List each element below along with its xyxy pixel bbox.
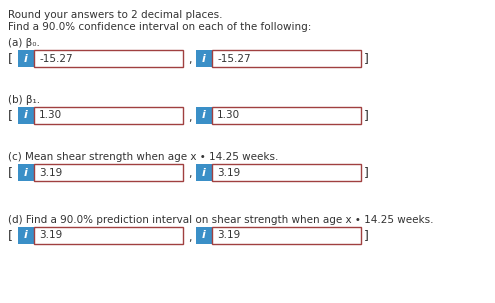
Text: Round your answers to 2 decimal places.: Round your answers to 2 decimal places. <box>8 10 222 20</box>
FancyBboxPatch shape <box>34 227 183 244</box>
Text: i: i <box>24 168 28 178</box>
Text: ]: ] <box>364 109 369 122</box>
Text: (c) Mean shear strength when age x • 14.25 weeks.: (c) Mean shear strength when age x • 14.… <box>8 152 278 162</box>
Text: ,: , <box>188 232 192 242</box>
Text: i: i <box>202 168 206 178</box>
Text: [: [ <box>8 166 13 179</box>
FancyBboxPatch shape <box>212 107 361 124</box>
Text: 1.30: 1.30 <box>39 111 62 121</box>
FancyBboxPatch shape <box>18 50 34 67</box>
Text: 3.19: 3.19 <box>217 231 240 241</box>
FancyBboxPatch shape <box>34 50 183 67</box>
Text: ]: ] <box>364 229 369 242</box>
FancyBboxPatch shape <box>34 164 183 181</box>
Text: 3.19: 3.19 <box>39 168 62 178</box>
Text: ]: ] <box>364 166 369 179</box>
Text: i: i <box>202 111 206 121</box>
FancyBboxPatch shape <box>196 164 212 181</box>
FancyBboxPatch shape <box>212 164 361 181</box>
Text: ,: , <box>188 169 192 179</box>
Text: 1.30: 1.30 <box>217 111 240 121</box>
Text: ,: , <box>188 112 192 122</box>
Text: i: i <box>202 54 206 64</box>
FancyBboxPatch shape <box>18 164 34 181</box>
Text: Find a 90.0% confidence interval on each of the following:: Find a 90.0% confidence interval on each… <box>8 22 311 32</box>
Text: ]: ] <box>364 52 369 65</box>
Text: -15.27: -15.27 <box>217 54 250 64</box>
Text: 3.19: 3.19 <box>39 231 62 241</box>
Text: (d) Find a 90.0% prediction interval on shear strength when age x • 14.25 weeks.: (d) Find a 90.0% prediction interval on … <box>8 215 434 225</box>
Text: -15.27: -15.27 <box>39 54 73 64</box>
FancyBboxPatch shape <box>212 50 361 67</box>
Text: (b) β₁.: (b) β₁. <box>8 95 40 105</box>
FancyBboxPatch shape <box>18 227 34 244</box>
FancyBboxPatch shape <box>196 227 212 244</box>
FancyBboxPatch shape <box>34 107 183 124</box>
FancyBboxPatch shape <box>212 227 361 244</box>
Text: i: i <box>202 231 206 241</box>
Text: i: i <box>24 231 28 241</box>
Text: [: [ <box>8 52 13 65</box>
Text: 3.19: 3.19 <box>217 168 240 178</box>
Text: [: [ <box>8 229 13 242</box>
Text: i: i <box>24 54 28 64</box>
Text: [: [ <box>8 109 13 122</box>
FancyBboxPatch shape <box>196 50 212 67</box>
FancyBboxPatch shape <box>18 107 34 124</box>
Text: i: i <box>24 111 28 121</box>
Text: (a) β₀.: (a) β₀. <box>8 38 40 48</box>
Text: ,: , <box>188 55 192 65</box>
FancyBboxPatch shape <box>196 107 212 124</box>
